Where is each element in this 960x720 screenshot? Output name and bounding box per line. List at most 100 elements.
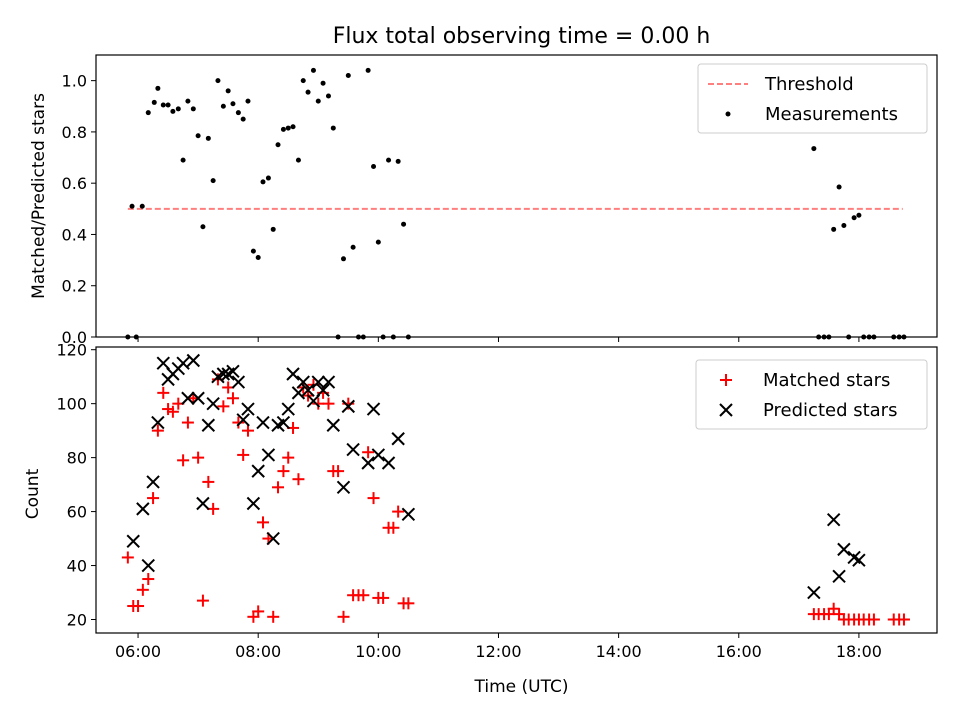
predicted-star-point xyxy=(226,364,240,378)
predicted-star-point xyxy=(826,512,841,527)
predicted-star-point xyxy=(837,542,851,557)
bottom-axes-frame xyxy=(95,346,938,634)
measurement-point xyxy=(170,108,176,114)
matched-star-point xyxy=(357,589,370,602)
measurement-point xyxy=(260,179,266,185)
top-legend-box xyxy=(697,63,928,134)
bottom-x-tick-label: 18:00 xyxy=(836,642,882,661)
measurement-point xyxy=(371,164,377,170)
matched-star-point xyxy=(121,551,134,564)
measurement-point xyxy=(200,224,206,230)
matched-star-point xyxy=(867,613,880,626)
predicted-star-point xyxy=(261,448,276,462)
matched-star-point xyxy=(312,397,325,410)
figure-title: Flux total observing time = 0.00 h xyxy=(333,24,711,49)
measurement-point xyxy=(841,222,847,228)
measurement-point xyxy=(245,98,251,104)
measurement-point xyxy=(175,106,181,112)
matched-star-point xyxy=(232,416,245,429)
matched-star-point xyxy=(217,400,230,413)
measurement-point xyxy=(315,98,321,104)
predicted-star-point xyxy=(256,415,270,430)
predicted-star-point xyxy=(326,418,340,432)
legend-predicted-swatch xyxy=(719,403,733,417)
measurement-point xyxy=(320,80,326,86)
predicted-star-point xyxy=(201,418,216,432)
measurement-point xyxy=(129,203,135,209)
predicted-star-point xyxy=(266,531,280,546)
matched-star-point xyxy=(362,446,375,459)
measurement-point xyxy=(310,67,316,73)
measurement-point xyxy=(155,85,161,91)
predicted-star-point xyxy=(306,394,321,408)
top-y-tick-label: 0.8 xyxy=(62,123,87,142)
predicted-star-point xyxy=(186,353,201,368)
predicted-star-point xyxy=(291,386,306,400)
predicted-star-point xyxy=(371,448,386,462)
predicted-star-point xyxy=(276,415,291,430)
top-y-axis-label: Matched/Predicted stars xyxy=(29,93,49,299)
matched-star-point xyxy=(292,473,305,486)
legend-predicted-label: Predicted stars xyxy=(763,400,897,421)
top-plot-marks xyxy=(125,67,907,340)
measurement-point xyxy=(365,67,371,73)
measurement-point xyxy=(285,125,291,131)
measurement-point xyxy=(831,226,837,232)
predicted-star-point xyxy=(236,413,250,427)
matched-star-point xyxy=(332,465,345,478)
measurement-point xyxy=(330,125,336,131)
measurement-point xyxy=(185,98,191,104)
matched-star-point xyxy=(157,386,170,399)
bottom-legend: Matched stars Predicted stars xyxy=(695,359,928,430)
legend-matched-swatch xyxy=(720,374,732,386)
measurement-point xyxy=(375,239,381,245)
bottom-y-tick-label: 20 xyxy=(67,611,87,630)
bottom-x-tick-label: 10:00 xyxy=(355,642,401,661)
matched-star-point xyxy=(202,475,215,488)
bottom-x-tick-label: 12:00 xyxy=(475,642,521,661)
matched-star-point xyxy=(256,516,269,529)
matched-star-point xyxy=(181,416,194,429)
predicted-star-point xyxy=(401,507,416,521)
measurement-point xyxy=(215,78,221,84)
predicted-star-point xyxy=(241,402,255,416)
matched-star-point xyxy=(827,602,840,615)
matched-star-point xyxy=(267,610,280,623)
bottom-y-axis-label: Count xyxy=(23,468,43,519)
top-y-tick-label: 0.4 xyxy=(62,225,87,244)
matched-star-point xyxy=(147,492,160,505)
matched-star-point xyxy=(337,610,350,623)
matched-star-point xyxy=(136,583,149,596)
legend-measurements-label: Measurements xyxy=(765,104,898,125)
predicted-star-point xyxy=(281,402,295,416)
top-y-tick-label: 0.2 xyxy=(62,277,87,296)
measurement-point xyxy=(210,178,216,184)
predicted-star-point xyxy=(366,402,381,416)
measurement-point xyxy=(325,93,331,99)
measurement-point xyxy=(851,215,857,221)
measurement-point xyxy=(250,248,256,254)
predicted-star-point xyxy=(301,383,315,397)
matched-star-point xyxy=(272,481,285,494)
bottom-y-tick-label: 40 xyxy=(67,557,87,576)
measurement-point xyxy=(235,110,241,116)
predicted-star-point xyxy=(361,456,375,470)
bottom-y-tick-label: 60 xyxy=(67,503,87,522)
measurement-point xyxy=(265,175,271,181)
matched-star-point xyxy=(226,392,239,405)
measurement-point xyxy=(165,102,171,108)
top-y-ticks: 0.0 0.2 0.4 0.6 0.8 1.0 xyxy=(62,72,96,347)
predicted-star-point xyxy=(136,502,150,516)
measurement-point xyxy=(230,101,236,107)
bottom-panel: 20 40 60 80 100 120 06:00 08:00 10:00 12:00 14:00… xyxy=(23,341,938,697)
bottom-x-tick-label: 14:00 xyxy=(596,642,642,661)
measurement-point xyxy=(195,133,201,139)
predicted-star-point xyxy=(126,534,140,548)
predicted-star-point xyxy=(316,383,330,397)
measurement-point xyxy=(255,255,261,261)
measurement-point xyxy=(145,110,151,116)
bottom-x-tick-label: 06:00 xyxy=(115,642,161,661)
measurement-point xyxy=(220,103,226,109)
predicted-star-point xyxy=(296,375,310,389)
